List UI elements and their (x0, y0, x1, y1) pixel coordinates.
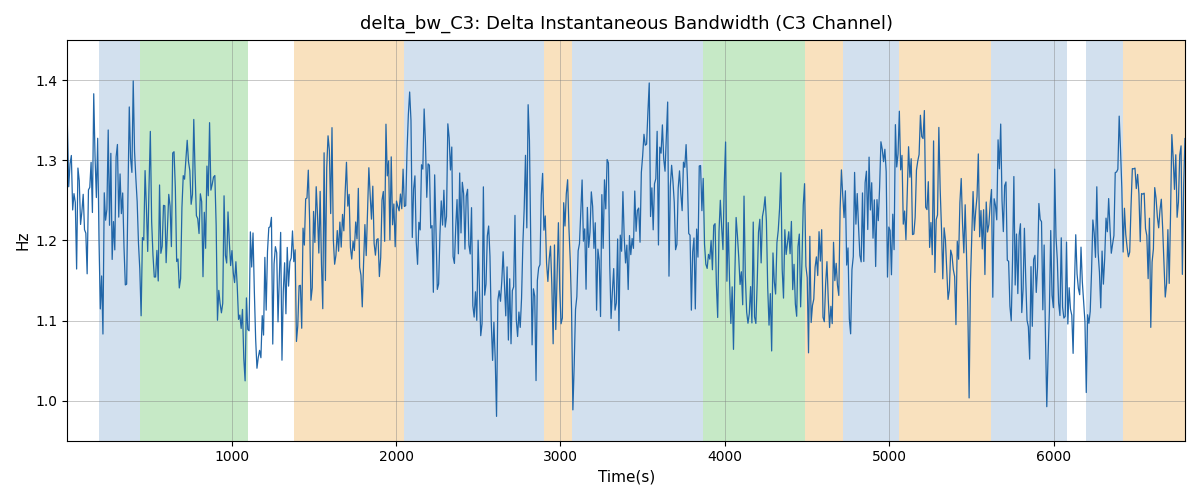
X-axis label: Time(s): Time(s) (598, 470, 655, 485)
Bar (1086, 40, 1122, 440)
Bar (728, 40, 805, 440)
Bar (1122, 40, 1186, 440)
Title: delta_bw_C3: Delta Instantaneous Bandwidth (C3 Channel): delta_bw_C3: Delta Instantaneous Bandwid… (360, 15, 893, 34)
Bar (844, 40, 899, 440)
Y-axis label: Hz: Hz (16, 230, 30, 250)
Bar (805, 40, 844, 440)
Bar (404, 40, 544, 440)
Bar (98, 40, 139, 440)
Bar (572, 40, 703, 440)
Bar (991, 40, 1067, 440)
Bar (544, 40, 572, 440)
Bar (294, 40, 404, 440)
Bar (139, 40, 248, 440)
Bar (703, 40, 728, 440)
Bar (899, 40, 991, 440)
